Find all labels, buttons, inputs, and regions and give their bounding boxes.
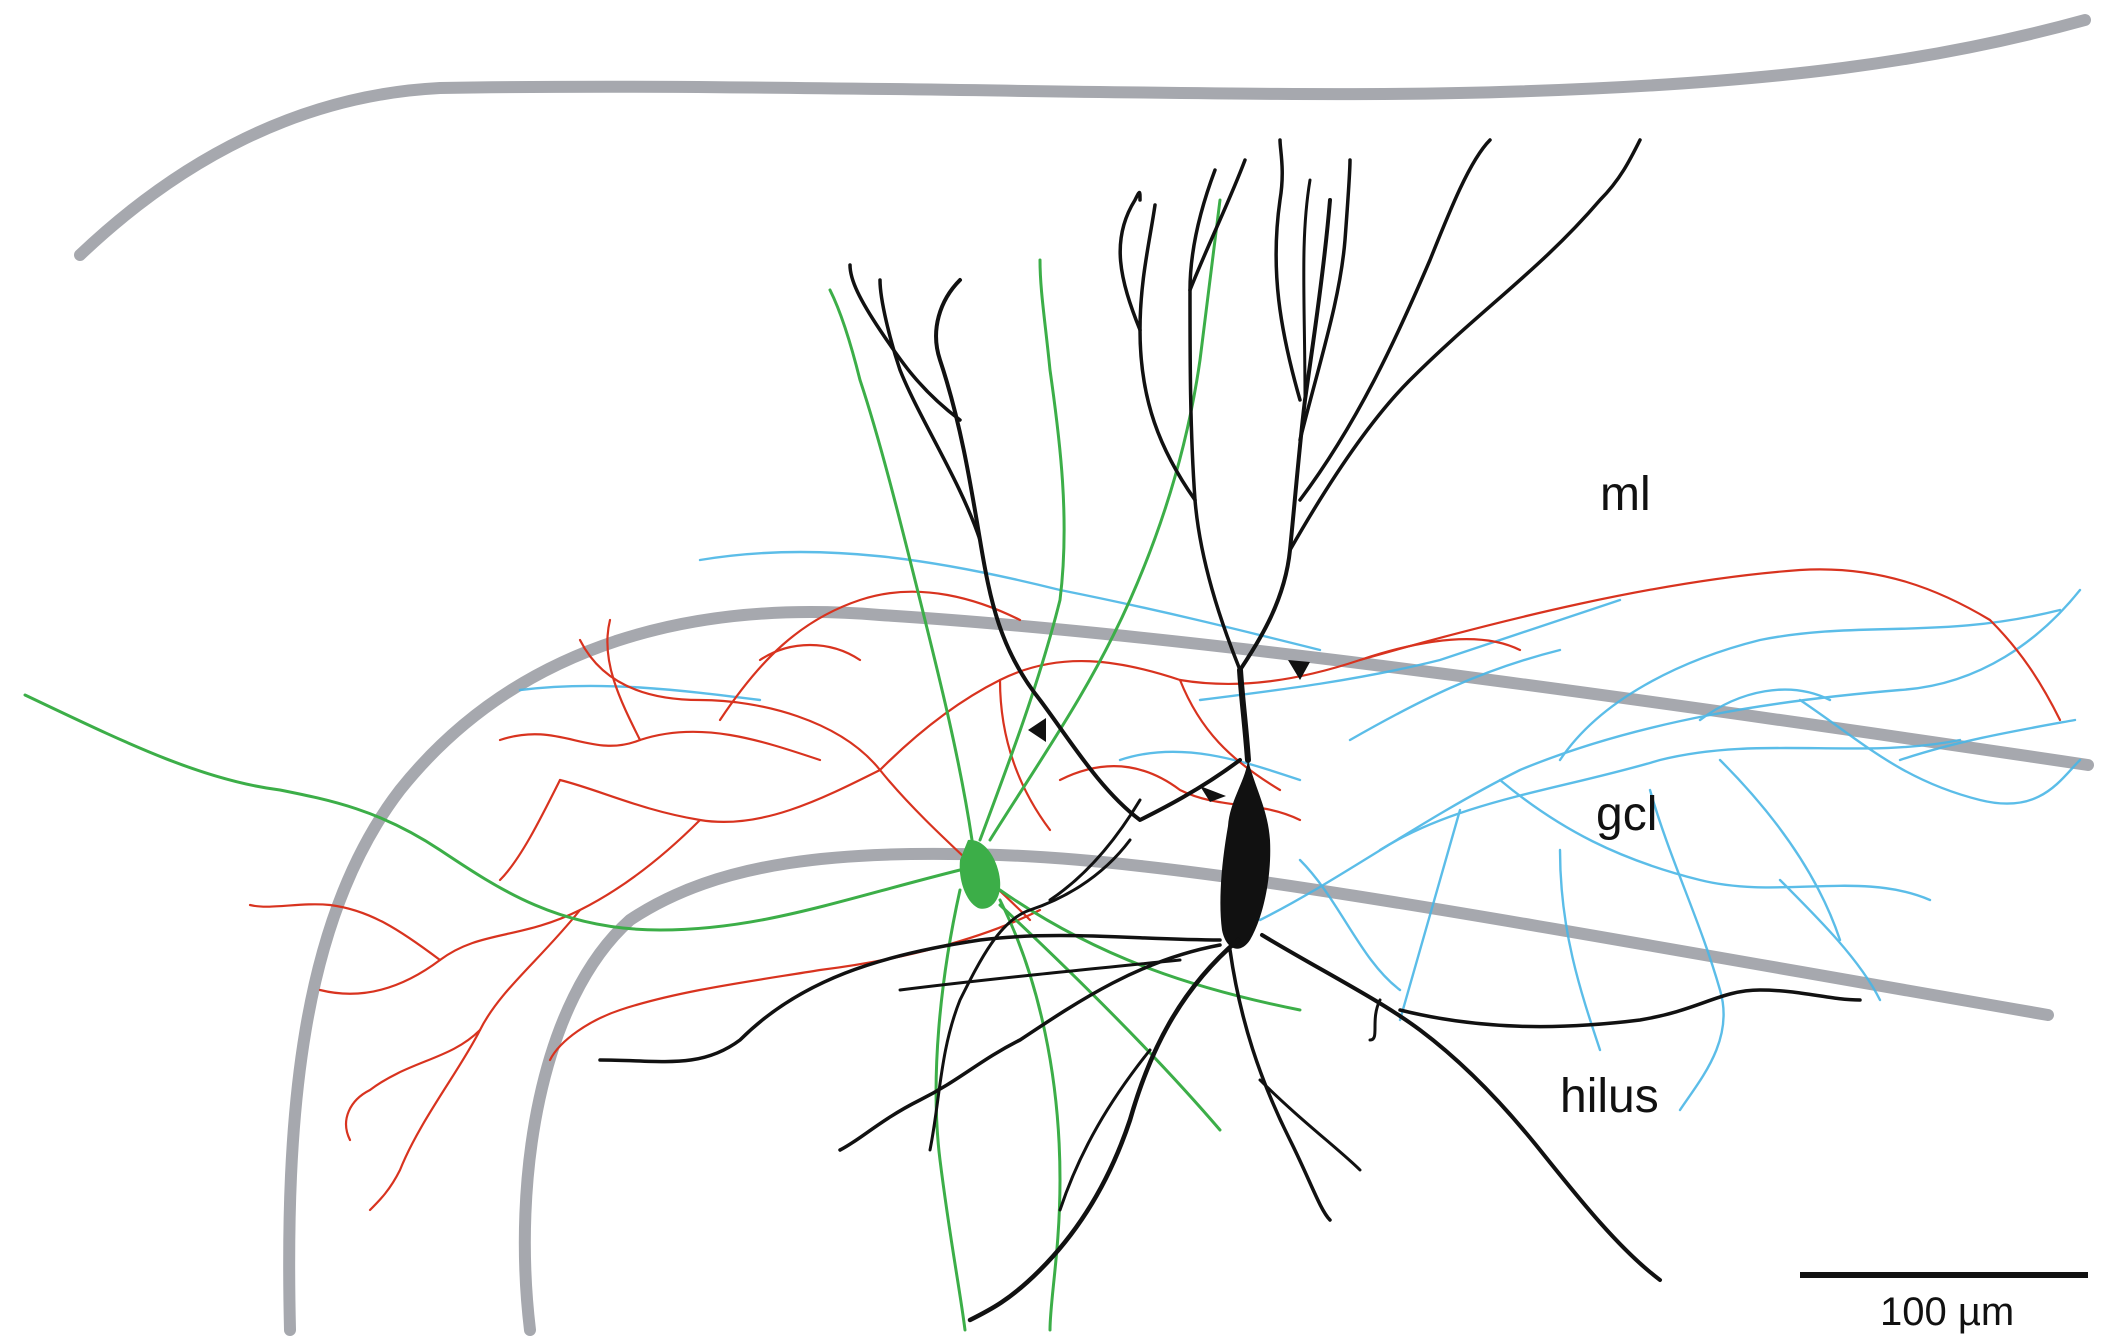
blue-axon-branch <box>1198 598 1622 702</box>
red-axon-branch <box>345 1028 482 1142</box>
black-dendrite <box>1298 138 1492 502</box>
black-dendrite <box>1298 158 1352 442</box>
blue-axon-branch <box>1298 858 1402 992</box>
label-gcl: gcl <box>1596 788 1657 841</box>
ml-gcl-upper-boundary <box>283 606 2094 1336</box>
black-basal-dendrite <box>1228 948 1332 1222</box>
red-axon-arbor <box>248 568 2062 1212</box>
blue-axon-branch <box>1798 698 2082 805</box>
green-dendrite <box>934 888 967 1332</box>
black-axon <box>898 958 1182 992</box>
green-soma <box>959 839 1001 909</box>
blue-axon-branch <box>1778 878 1882 1002</box>
black-dendrite <box>934 278 1242 822</box>
black-apical-trunk <box>1237 667 1251 763</box>
black-dendrite <box>1188 168 1242 672</box>
black-basal-dendrite <box>1258 1078 1362 1172</box>
green-axon-branch <box>998 888 1302 1012</box>
black-dendrite <box>1274 138 1302 402</box>
arrowhead-marker <box>1200 786 1226 802</box>
black-basal-dendrite <box>1398 988 1862 1029</box>
arrowhead-marker <box>1028 718 1046 742</box>
black-axon <box>928 838 1132 1152</box>
blue-axon-branch <box>1648 788 1725 1112</box>
black-dendrite <box>1118 190 1142 332</box>
red-axon-branch <box>498 730 822 762</box>
black-basal-dendrite <box>967 937 1241 1323</box>
red-axon-branch <box>758 644 862 662</box>
blue-axon-branch <box>1698 688 1832 722</box>
hippocampal-fissure-boundary <box>74 14 2091 261</box>
green-axon-long <box>23 693 962 932</box>
red-axon-branch <box>878 660 1182 772</box>
red-axon-branch <box>318 818 702 995</box>
black-dendrite <box>1138 203 1197 502</box>
blue-axon-branch <box>1348 648 1562 742</box>
black-axon <box>1048 798 1142 902</box>
label-hilus: hilus <box>1560 1070 1659 1123</box>
blue-axon-branch <box>1378 738 1962 852</box>
black-axon <box>598 933 1222 1064</box>
black-basal-dendrite <box>1058 1048 1152 1212</box>
blue-axon-branch <box>1558 608 2062 762</box>
red-axon-branch <box>558 768 882 824</box>
black-dendrite <box>1188 158 1247 292</box>
arrowhead-marker <box>1288 660 1310 680</box>
blue-axon-branch <box>1898 718 2077 762</box>
red-axon-branch <box>248 903 442 962</box>
blue-axon-branch <box>518 684 762 702</box>
green-dendrite <box>988 198 1222 842</box>
black-dendrite <box>1302 178 1312 402</box>
black-axon <box>838 943 1222 1152</box>
gcl-hilus-lower-boundary <box>518 847 2054 1336</box>
green-dendrite <box>998 898 1062 1332</box>
red-axon-branch <box>718 590 1022 722</box>
blue-axon-arbor <box>518 550 2082 1112</box>
red-axon-main <box>578 638 1032 922</box>
red-axon-branch <box>606 618 642 742</box>
blue-axon-branch <box>1558 848 1602 1052</box>
green-dendrite <box>978 258 1066 842</box>
blue-axon-branch <box>1718 758 1842 942</box>
black-soma <box>1220 760 1271 949</box>
blue-axon-branch <box>1398 808 1462 1022</box>
black-basal-dendrite <box>1368 998 1382 1042</box>
layer-boundaries <box>74 14 2094 1336</box>
red-axon-branch <box>998 678 1052 832</box>
black-dendrite <box>848 263 962 422</box>
green-interneuron <box>23 198 1302 1332</box>
green-dendrite <box>828 288 974 842</box>
black-dendrite <box>1238 198 1332 672</box>
red-axon-long <box>1358 568 2062 722</box>
black-dendrite <box>1288 138 1642 552</box>
red-axon-branch <box>368 908 582 1212</box>
blue-axon-branch <box>1118 750 1302 782</box>
red-axon-branch <box>1178 678 1282 792</box>
blue-axon-branch <box>698 550 1322 652</box>
label-ml: ml <box>1600 468 1651 521</box>
black-basal-dendrite <box>1260 933 1662 1282</box>
blue-axon-branch <box>1498 778 1932 902</box>
black-principal-neuron <box>598 138 1862 1323</box>
black-dendrite <box>878 278 982 542</box>
red-axon-branch <box>498 778 562 882</box>
scale-bar-label: 100 µm <box>1880 1290 2014 1334</box>
